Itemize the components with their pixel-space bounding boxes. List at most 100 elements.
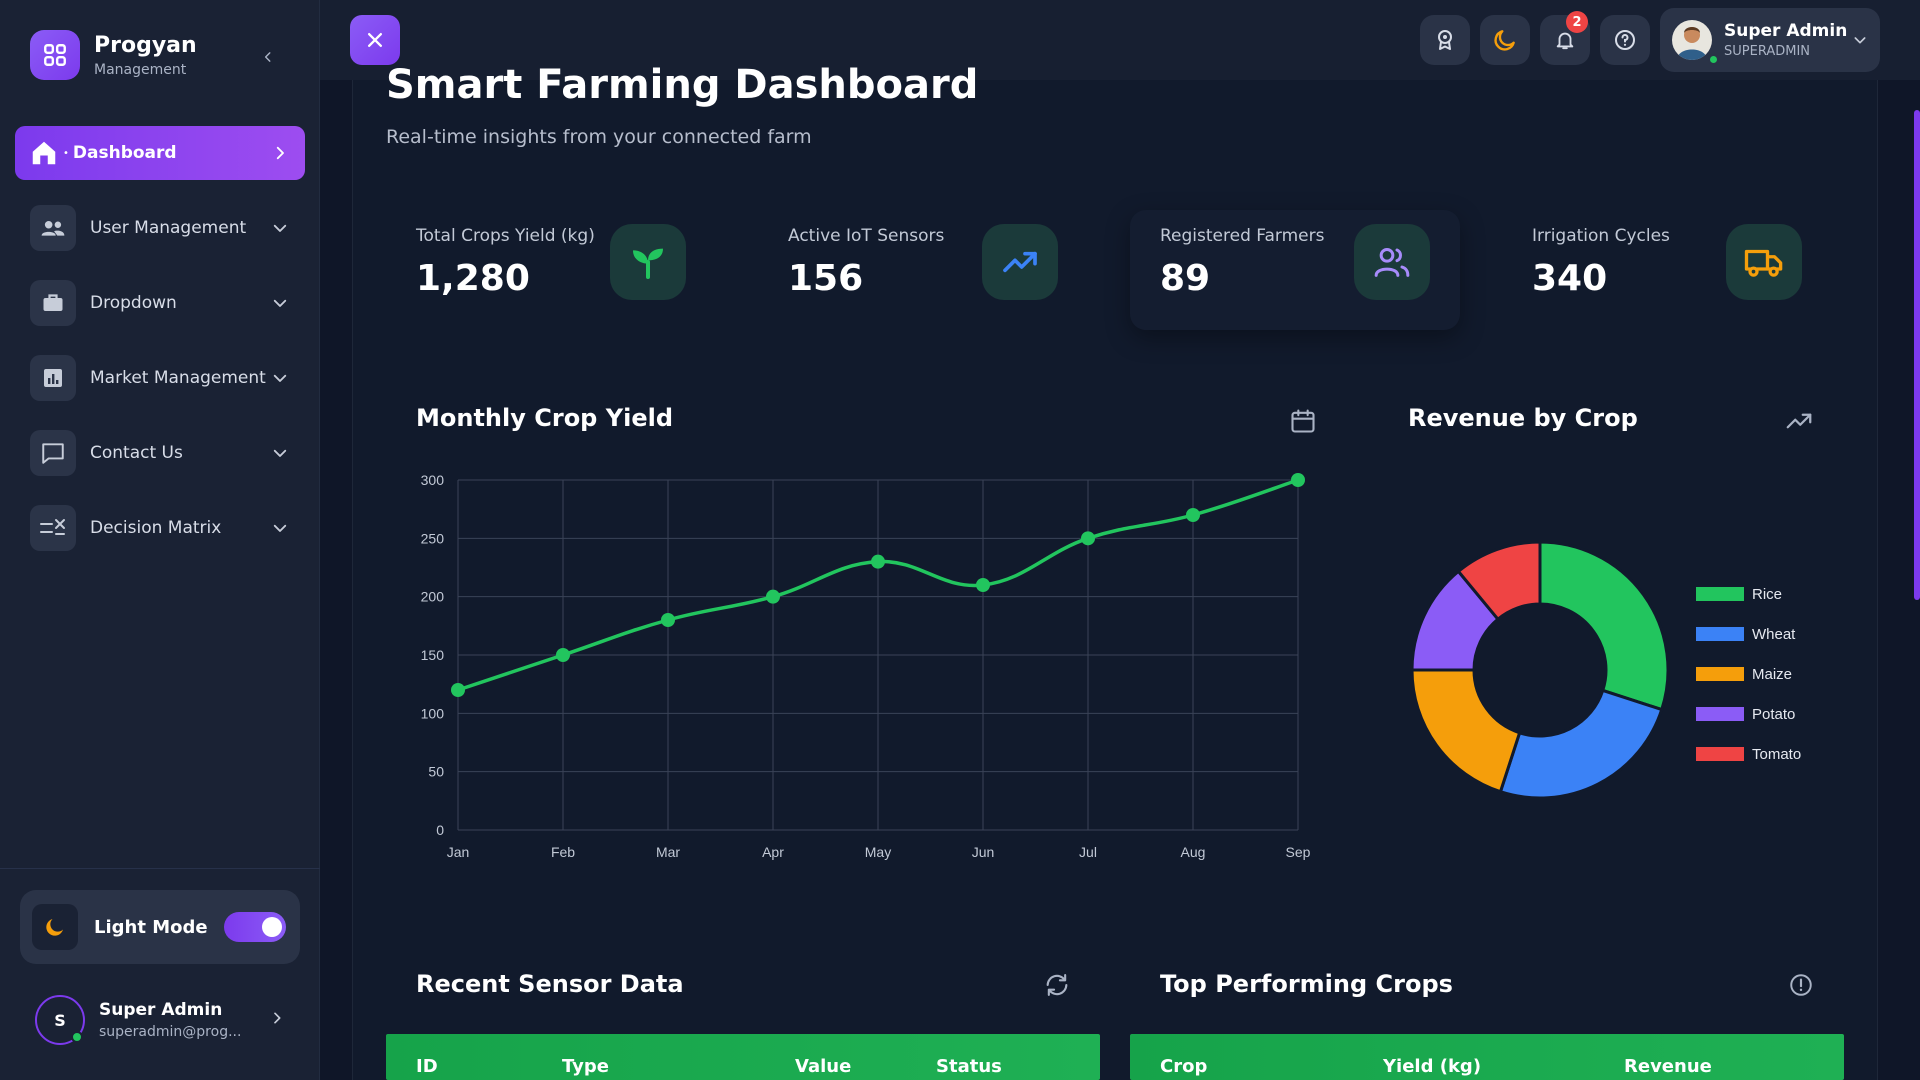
truck-icon [1726, 224, 1802, 300]
sidebar-item-contact-us[interactable]: Contact Us [15, 426, 305, 480]
revenue-legend: Rice Wheat Maize Potato Tomato [1696, 574, 1801, 774]
pie-slice [1498, 688, 1664, 800]
topbar: 2 Super Admin SUPERADMIN [320, 0, 1920, 80]
data-point [766, 589, 780, 604]
top-crops-title: Top Performing Crops [1160, 970, 1453, 998]
stat-value: 1,280 [416, 258, 530, 299]
award-icon [1438, 30, 1452, 50]
stat-label: Registered Farmers [1160, 226, 1325, 246]
column-header[interactable]: Status [936, 1056, 1002, 1077]
data-point [661, 613, 675, 627]
stat-card-irrigation: Irrigation Cycles 340 [1502, 210, 1832, 330]
chevron-down-icon [273, 224, 287, 232]
trending-up-icon[interactable] [1784, 406, 1814, 436]
data-point [1186, 508, 1200, 522]
sidebar-item-user-management[interactable]: User Management [15, 201, 305, 255]
data-point [1291, 473, 1305, 487]
page-subtitle: Real-time insights from your connected f… [386, 126, 812, 148]
brand[interactable]: Progyan Management [30, 30, 197, 80]
data-point [451, 683, 465, 697]
brand-subtitle: Management [94, 61, 187, 78]
user-name: Super Admin [99, 1000, 223, 1020]
stat-card-iot-sensors: Active IoT Sensors 156 [758, 210, 1088, 330]
sidebar-item-dashboard[interactable]: • Dashboard [15, 126, 305, 180]
chevron-down-icon [273, 524, 287, 532]
sidebar-item-decision-matrix[interactable]: Decision Matrix [15, 501, 305, 555]
monthly-yield-title: Monthly Crop Yield [416, 404, 674, 432]
column-header[interactable]: Type [562, 1056, 609, 1077]
dark-mode-button[interactable] [1480, 15, 1530, 65]
stat-value: 89 [1160, 258, 1211, 299]
sidebar-item-market-management[interactable]: Market Management [15, 351, 305, 405]
collapse-sidebar-button[interactable] [256, 45, 280, 69]
column-header[interactable]: Yield (kg) [1383, 1056, 1482, 1077]
profile-name: Super Admin [1724, 21, 1848, 41]
theme-mode-label: Light Mode [94, 916, 208, 938]
scrollbar[interactable] [1914, 110, 1920, 600]
sprout-icon [610, 224, 686, 300]
users-icon [1354, 224, 1430, 300]
stat-card-total-yield: Total Crops Yield (kg) 1,280 [386, 210, 716, 330]
column-header[interactable]: Crop [1160, 1056, 1208, 1077]
home-icon [27, 130, 61, 176]
x-tick-label: Mar [656, 844, 680, 860]
legend-swatch [1696, 667, 1744, 681]
legend-item-maize[interactable]: Maize [1696, 654, 1801, 694]
profile-menu[interactable]: Super Admin SUPERADMIN [1660, 8, 1880, 72]
help-circle-icon [1615, 30, 1635, 50]
column-header[interactable]: Revenue [1624, 1056, 1712, 1077]
avatar: S [35, 995, 85, 1045]
app-grid-icon [30, 30, 80, 80]
calendar-icon[interactable] [1288, 406, 1318, 436]
chevron-right-icon [274, 1012, 281, 1024]
legend-label: Wheat [1752, 625, 1796, 643]
user-email: superadmin@prog... [99, 1024, 242, 1040]
revenue-title: Revenue by Crop [1408, 404, 1638, 432]
close-icon [368, 33, 382, 47]
award-button[interactable] [1420, 15, 1470, 65]
online-status-dot [1708, 54, 1719, 65]
legend-label: Potato [1752, 705, 1796, 723]
sidebar-item-dropdown[interactable]: Dropdown [15, 276, 305, 330]
monthly-yield-chart: 0 50 100 150 200 250 300 Jan Feb Mar Apr May Jun Jul A… [421, 472, 1311, 860]
sidebar-user-card[interactable]: S Super Admin superadmin@prog... [35, 994, 285, 1046]
y-tick-label: 300 [421, 472, 445, 488]
legend-label: Rice [1752, 585, 1783, 603]
legend-item-rice[interactable]: Rice [1696, 574, 1801, 614]
brand-name: Progyan [94, 32, 197, 58]
legend-item-wheat[interactable]: Wheat [1696, 614, 1801, 654]
close-button[interactable] [350, 15, 400, 65]
legend-item-tomato[interactable]: Tomato [1696, 734, 1801, 774]
profile-role: SUPERADMIN [1724, 44, 1811, 59]
legend-swatch [1696, 587, 1744, 601]
chevron-down-icon [273, 449, 287, 457]
user-photo-icon [1677, 27, 1707, 60]
matrix-icon [30, 505, 76, 551]
legend-swatch [1696, 747, 1744, 761]
x-tick-label: May [865, 844, 891, 860]
theme-toggle[interactable] [224, 912, 286, 942]
users-icon [30, 205, 76, 251]
notifications-button[interactable]: 2 [1540, 11, 1590, 65]
bell-icon [1556, 32, 1574, 50]
chevron-down-icon [273, 374, 287, 382]
refresh-icon[interactable] [1042, 970, 1072, 1000]
chevron-down-icon [1854, 37, 1866, 44]
data-point [976, 578, 990, 592]
x-tick-label: Jan [447, 844, 470, 860]
data-point [871, 554, 885, 569]
pie-slice [1538, 540, 1670, 712]
column-header[interactable]: ID [416, 1056, 438, 1077]
info-icon[interactable] [1786, 970, 1816, 1000]
legend-swatch [1696, 627, 1744, 641]
trending-up-icon [982, 224, 1058, 300]
sidebar-item-label: Contact Us [90, 443, 183, 463]
revenue-donut-chart [1410, 540, 1670, 800]
avatar-initial: S [54, 1010, 66, 1030]
y-tick-label: 100 [421, 705, 445, 721]
help-button[interactable] [1600, 15, 1650, 65]
y-tick-label: 200 [421, 589, 445, 605]
sidebar-item-label: Dropdown [90, 293, 177, 313]
column-header[interactable]: Value [795, 1056, 852, 1077]
legend-item-potato[interactable]: Potato [1696, 694, 1801, 734]
